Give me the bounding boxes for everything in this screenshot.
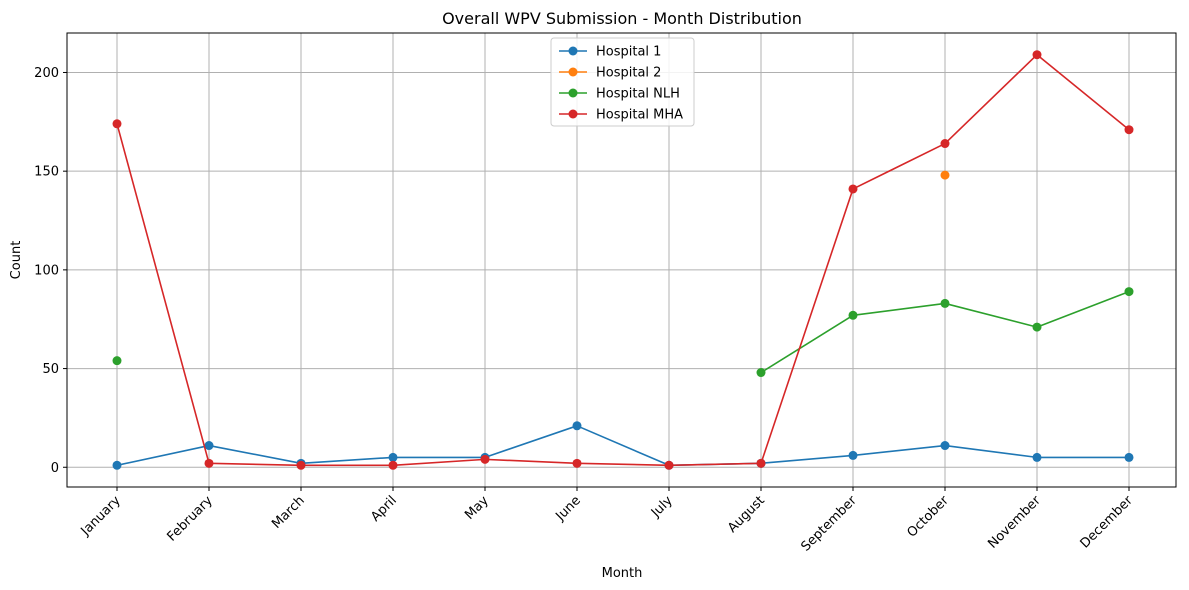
data-point [1032,50,1042,60]
data-point [480,454,490,464]
legend-marker [568,109,578,119]
series-hospital-nlh [112,287,1134,378]
data-point [1032,452,1042,462]
data-point [204,441,214,451]
data-point [756,368,766,378]
series-hospital-mha [112,50,1134,470]
x-tick-label: February [164,493,216,545]
legend: Hospital 1 Hospital 2 Hospital NLH Hospital… [550,37,695,127]
legend-label: Hospital MHA [596,108,683,123]
data-point [204,458,214,468]
x-axis-label: Month [602,566,643,581]
y-tick-label: 0 [51,461,59,476]
x-tick-label: March [269,493,308,532]
legend-marker [568,67,578,77]
data-point [296,460,306,470]
legend-label: Hospital 1 [596,45,661,60]
legend-marker [568,46,578,56]
x-tick-label: August [725,493,768,536]
data-point [388,452,398,462]
data-point [572,421,582,431]
x-tick-label: January [78,493,124,539]
x-tick-label: November [985,493,1044,552]
series-line [116,425,1129,467]
series-hospital-2 [940,170,950,180]
data-point [388,460,398,470]
legend-label: Hospital 2 [596,66,661,81]
x-tick-label: April [368,493,400,525]
y-tick-label: 150 [34,165,59,180]
x-tick-label: December [1078,493,1137,552]
data-point [664,460,674,470]
data-point [1032,322,1042,332]
data-point [112,460,122,470]
data-point [848,310,858,320]
y-axis-label: Count [9,241,24,280]
data-point [756,458,766,468]
data-point [940,298,950,308]
data-point [940,441,950,451]
chart-title: Overall WPV Submission - Month Distribut… [442,9,802,28]
x-tick-label: June [552,493,583,524]
data-point [572,458,582,468]
data-point [112,119,122,129]
legend-marker [568,88,578,98]
data-point [940,170,950,180]
data-point [1124,125,1134,135]
x-tick-label: October [904,493,952,541]
data-point [848,184,858,194]
series-line [116,53,1130,467]
data-point [848,450,858,460]
y-tick-label: 100 [34,263,59,278]
plot-area-frame [66,32,1177,488]
y-tick-label: 50 [42,362,59,377]
x-tick-label: July [648,493,676,521]
y-tick-label: 200 [34,66,59,81]
legend-box [550,37,695,127]
data-point [1124,452,1134,462]
legend-label: Hospital NLH [596,87,680,102]
series-hospital-1 [112,421,1134,470]
data-point [112,356,122,366]
data-point [1124,287,1134,297]
data-point [940,139,950,149]
series-layer [112,50,1134,470]
x-tick-label: September [798,493,860,555]
x-tick-label: May [462,493,492,523]
